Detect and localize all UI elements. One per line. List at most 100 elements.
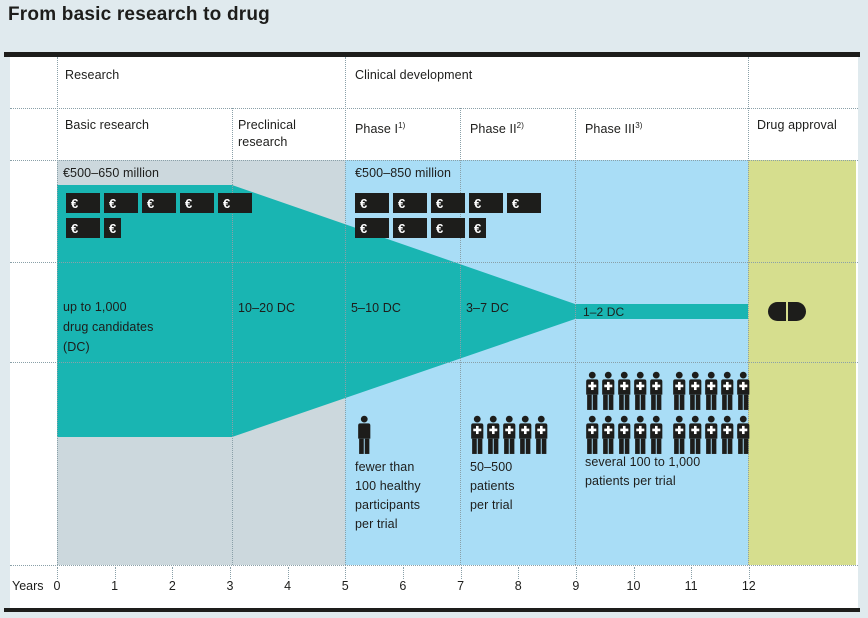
patient-icon bbox=[535, 415, 548, 454]
header-phase2: Phase II2) bbox=[470, 121, 524, 137]
year-tick bbox=[57, 567, 58, 579]
header-basic-research: Basic research bbox=[65, 118, 150, 132]
grid-line bbox=[10, 160, 858, 161]
year-label: 11 bbox=[684, 579, 698, 593]
candidates-phase1: 5–10 DC bbox=[351, 301, 402, 315]
grid-line bbox=[345, 57, 346, 565]
phase1-person-icon bbox=[357, 415, 372, 455]
year-label: 7 bbox=[457, 579, 465, 593]
year-tick bbox=[748, 567, 750, 579]
year-label: 0 bbox=[53, 579, 61, 593]
phase3-patient-icons bbox=[585, 371, 751, 455]
patient-icon bbox=[519, 415, 532, 454]
years-axis: Years 0 1 2 3 4 5 6 7 8 9 10 11 12 bbox=[10, 565, 858, 608]
grid-line bbox=[575, 108, 576, 565]
header-preclinical-research: Preclinical research bbox=[238, 118, 297, 149]
year-tick bbox=[172, 567, 174, 579]
euro-icon: € bbox=[431, 218, 465, 238]
year-tick bbox=[518, 567, 520, 579]
euro-icon: € bbox=[355, 193, 389, 213]
year-label: 3 bbox=[226, 579, 234, 593]
patient-icon bbox=[634, 371, 647, 410]
euro-icon: € bbox=[104, 193, 138, 213]
euro-icon: € bbox=[142, 193, 176, 213]
clinical-cost-euro-icons: € € € € € € € € € bbox=[355, 193, 541, 238]
patient-icon bbox=[737, 415, 750, 454]
patient-icon bbox=[705, 371, 718, 410]
patient-icon bbox=[737, 371, 750, 410]
grid-line bbox=[10, 362, 858, 363]
grid-line bbox=[232, 108, 233, 565]
year-tick bbox=[691, 567, 693, 579]
candidates-basic: up to 1,000 drug candidates (DC) bbox=[63, 300, 154, 354]
year-tick bbox=[575, 567, 577, 579]
patient-icon bbox=[634, 415, 647, 454]
year-tick bbox=[229, 567, 231, 579]
patient-icon bbox=[602, 371, 615, 410]
euro-icon: € bbox=[507, 193, 541, 213]
grid-line bbox=[10, 262, 858, 263]
patient-icon bbox=[618, 371, 631, 410]
candidates-preclinical: 10–20 DC bbox=[238, 301, 296, 315]
page-title: From basic research to drug bbox=[8, 4, 270, 25]
patient-icon bbox=[721, 371, 734, 410]
year-label: 4 bbox=[284, 579, 292, 593]
header-drug-approval: Drug approval bbox=[757, 118, 837, 132]
year-tick bbox=[402, 567, 404, 579]
pill-icon bbox=[768, 302, 806, 321]
euro-icon: € bbox=[469, 193, 503, 213]
header-research: Research bbox=[65, 68, 120, 82]
patient-icon bbox=[705, 415, 718, 454]
year-label: 12 bbox=[741, 579, 756, 593]
header-clinical-development: Clinical development bbox=[355, 68, 473, 82]
euro-icon: € bbox=[104, 218, 121, 238]
euro-icon: € bbox=[66, 218, 100, 238]
year-tick bbox=[345, 567, 347, 579]
patient-icon bbox=[487, 415, 500, 454]
year-tick bbox=[114, 567, 116, 579]
footnote-marker: 1) bbox=[398, 121, 406, 130]
year-tick bbox=[287, 567, 289, 579]
header-phase1: Phase I1) bbox=[355, 121, 406, 137]
patient-icon bbox=[689, 371, 702, 410]
year-label: 1 bbox=[111, 579, 119, 593]
year-label: 8 bbox=[514, 579, 522, 593]
patient-icon bbox=[503, 415, 516, 454]
patient-icon bbox=[673, 371, 686, 410]
person-icon bbox=[358, 415, 371, 454]
footnote-marker: 3) bbox=[635, 121, 643, 130]
grid-line bbox=[460, 108, 461, 565]
year-label: 10 bbox=[626, 579, 641, 593]
euro-icon: € bbox=[218, 193, 252, 213]
patient-icon bbox=[650, 415, 663, 454]
patient-icon bbox=[721, 415, 734, 454]
bottom-rule bbox=[4, 608, 860, 612]
pipeline-diagram: Research Clinical development Basic rese… bbox=[10, 57, 858, 608]
candidates-phase2: 3–7 DC bbox=[466, 301, 509, 315]
years-axis-label: Years bbox=[12, 579, 44, 593]
grid-line bbox=[10, 565, 858, 566]
patient-icon bbox=[689, 415, 702, 454]
euro-icon: € bbox=[431, 193, 465, 213]
euro-icon: € bbox=[469, 218, 486, 238]
top-rule bbox=[4, 52, 860, 57]
research-cost-label: €500–650 million bbox=[63, 166, 160, 180]
patient-icon bbox=[586, 371, 599, 410]
patient-icon bbox=[586, 415, 599, 454]
research-cost-euro-icons: € € € € € € € bbox=[66, 193, 252, 238]
grid-line bbox=[748, 57, 749, 565]
header-phase3: Phase III3) bbox=[585, 121, 643, 137]
candidates-phase3: 1–2 DC bbox=[583, 305, 625, 319]
year-label: 5 bbox=[341, 579, 349, 593]
euro-icon: € bbox=[393, 218, 427, 238]
patient-icon bbox=[673, 415, 686, 454]
phase1-participants-text: fewer than 100 healthy participants per … bbox=[355, 460, 421, 531]
year-label: 9 bbox=[572, 579, 580, 593]
phase2-participants-text: 50–500 patients per trial bbox=[470, 460, 515, 512]
grid-line bbox=[57, 57, 58, 565]
grid-line bbox=[10, 108, 858, 109]
euro-icon: € bbox=[393, 193, 427, 213]
patient-icon bbox=[650, 371, 663, 410]
euro-icon: € bbox=[66, 193, 100, 213]
patient-icon bbox=[618, 415, 631, 454]
